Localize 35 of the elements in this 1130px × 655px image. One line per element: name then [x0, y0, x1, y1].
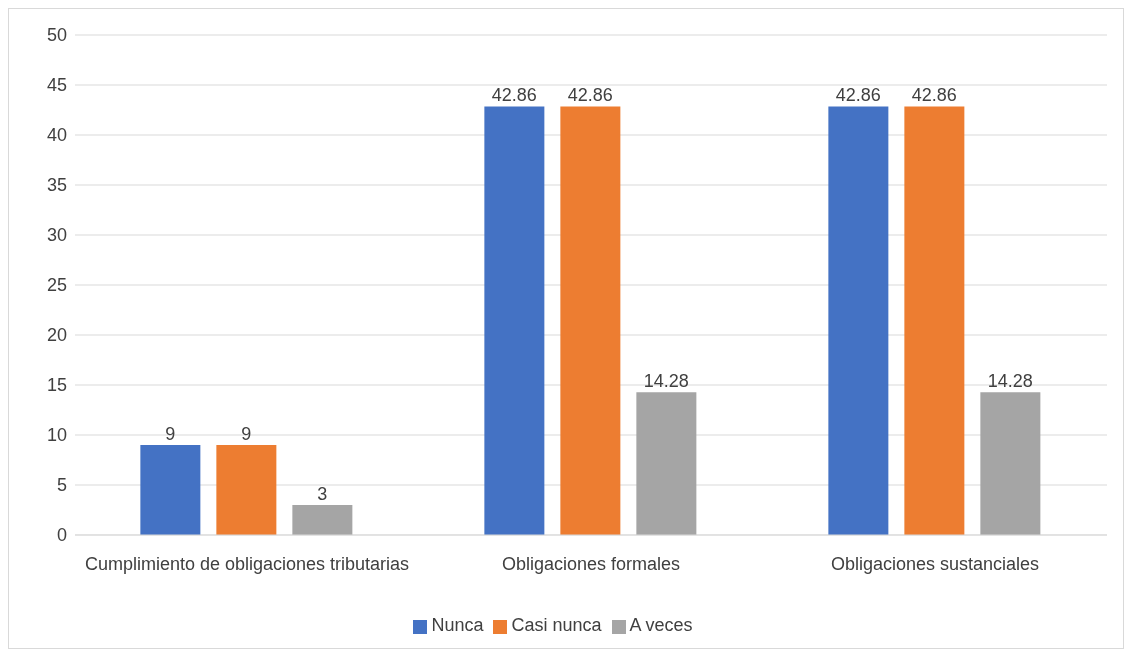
bar	[484, 106, 545, 535]
y-tick-label: 50	[46, 25, 67, 46]
bar	[904, 106, 965, 535]
data-label: 42.86	[911, 85, 957, 106]
y-tick-label: 15	[46, 375, 67, 396]
y-tick-label: 10	[46, 425, 67, 446]
bar	[216, 445, 277, 535]
y-tick-label: 25	[46, 275, 67, 296]
bar	[636, 392, 697, 535]
x-tick-label: Obligaciones sustanciales	[830, 553, 1040, 574]
y-tick-label: 40	[46, 125, 67, 146]
x-tick-label: Obligaciones formales	[501, 553, 681, 574]
data-label: 42.86	[567, 85, 613, 106]
legend-label: Casi nunca	[511, 615, 602, 635]
y-tick-label: 5	[56, 475, 67, 496]
data-label: 9	[241, 424, 252, 444]
data-label: 42.86	[835, 85, 881, 106]
bar	[140, 445, 201, 535]
x-tick-label: Cumplimiento de obligaciones tributarias	[84, 553, 410, 574]
data-label: 9	[165, 424, 176, 444]
y-tick-label: 35	[46, 175, 67, 196]
data-label: 42.86	[491, 85, 537, 106]
bar	[980, 392, 1041, 535]
bar	[828, 106, 889, 535]
y-tick-label: 20	[46, 325, 67, 346]
bar	[560, 106, 621, 535]
y-tick-label: 30	[46, 225, 67, 246]
data-label: 3	[317, 484, 328, 504]
y-tick-label: 45	[46, 75, 67, 96]
bar	[292, 505, 353, 535]
data-label: 14.28	[987, 371, 1033, 392]
legend-label: A veces	[629, 615, 693, 635]
y-tick-label: 0	[56, 525, 67, 546]
data-label: 14.28	[643, 371, 689, 392]
legend-label: Nunca	[431, 615, 484, 635]
